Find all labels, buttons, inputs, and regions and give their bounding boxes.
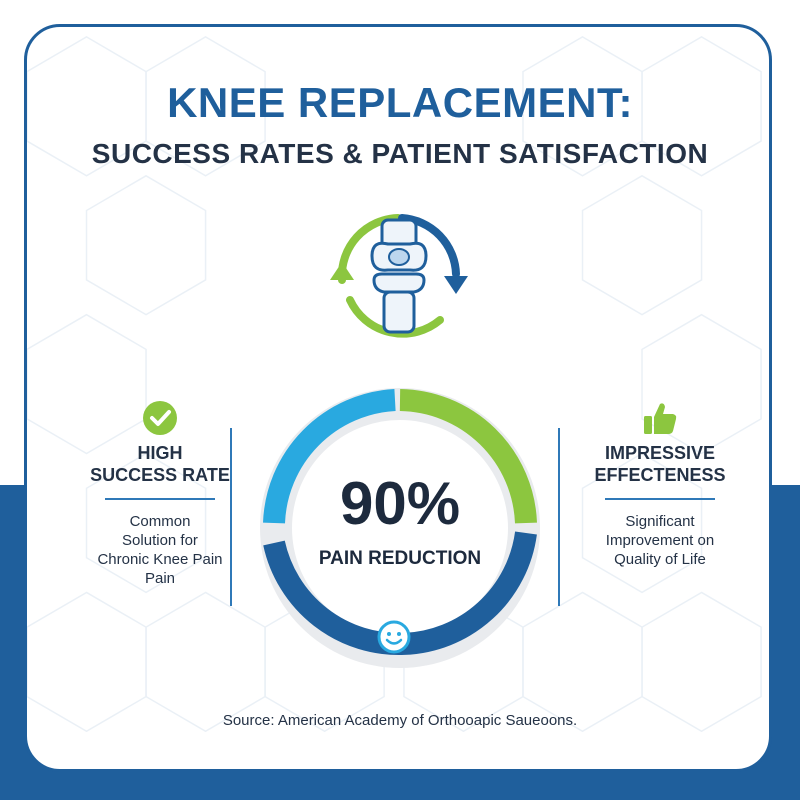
right-panel-title-line1: IMPRESSIVE (604, 443, 716, 463)
gauge-value: 90% (339, 470, 461, 537)
source-citation: Source: American Academy of Orthooapic S… (222, 712, 578, 729)
left-panel-title-line1: HIGH (137, 443, 183, 463)
thumbs-up-icon (644, 403, 677, 434)
left-panel-desc-line: Solution for (122, 532, 198, 549)
right-panel-desc-line: Significant (625, 513, 695, 530)
page-subtitle: SUCCESS RATES & PATIENT SATISFACTION (91, 138, 709, 169)
left-panel-divider (105, 498, 215, 500)
knee-joint-cycle-icon (330, 214, 468, 338)
gauge-label: PAIN REDUCTION (318, 548, 482, 569)
page-title: KNEE REPLACEMENT: (167, 79, 633, 126)
gauge-segment-green (399, 389, 537, 524)
hexagon-background-pattern (27, 36, 762, 733)
left-panel-title-line2: SUCCESS RATE (90, 465, 230, 485)
right-panel-divider (605, 498, 715, 500)
check-circle-icon (143, 401, 177, 435)
right-panel-desc-line: Quality of Life (614, 551, 706, 568)
right-panel-title-line2: EFFECTENESS (594, 465, 726, 485)
left-vertical-divider (230, 428, 232, 606)
left-panel-desc-line: Chronic Knee Pain (97, 551, 223, 568)
left-panel-desc-line: Pain (144, 570, 176, 587)
right-panel-effectiveness: IMPRESSIVE EFFECTENESS Significant Impro… (570, 400, 750, 569)
right-panel-desc-line: Improvement on (605, 532, 715, 549)
gauge-segment-light-blue (263, 389, 396, 524)
left-panel-success-rate: HIGH SUCCESS RATE Common Solution for Ch… (70, 400, 250, 588)
right-vertical-divider (558, 428, 560, 606)
left-panel-desc-line: Common (129, 513, 191, 530)
smiley-icon (377, 620, 411, 654)
